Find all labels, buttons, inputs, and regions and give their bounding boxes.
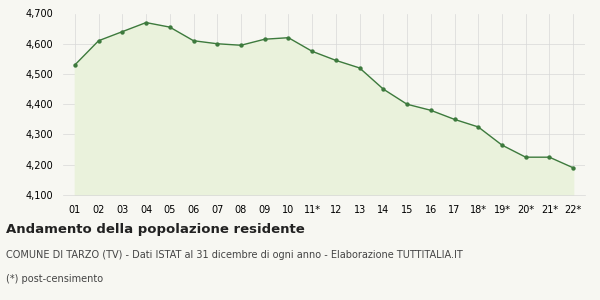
Point: [450, 117, 460, 122]
Point: [236, 43, 246, 48]
Point: [165, 25, 175, 29]
Point: [331, 58, 341, 63]
Point: [118, 29, 127, 34]
Point: [473, 124, 483, 129]
Point: [426, 108, 436, 113]
Point: [521, 155, 530, 160]
Text: (*) post-censimento: (*) post-censimento: [6, 274, 103, 284]
Point: [307, 49, 317, 54]
Text: COMUNE DI TARZO (TV) - Dati ISTAT al 31 dicembre di ogni anno - Elaborazione TUT: COMUNE DI TARZO (TV) - Dati ISTAT al 31 …: [6, 250, 463, 260]
Point: [94, 38, 103, 43]
Point: [141, 20, 151, 25]
Point: [545, 155, 554, 160]
Point: [355, 65, 364, 70]
Text: Andamento della popolazione residente: Andamento della popolazione residente: [6, 224, 305, 236]
Point: [260, 37, 269, 42]
Point: [402, 102, 412, 106]
Point: [568, 165, 578, 170]
Point: [497, 143, 507, 148]
Point: [212, 41, 222, 46]
Point: [379, 87, 388, 92]
Point: [284, 35, 293, 40]
Point: [70, 62, 80, 67]
Point: [188, 38, 198, 43]
